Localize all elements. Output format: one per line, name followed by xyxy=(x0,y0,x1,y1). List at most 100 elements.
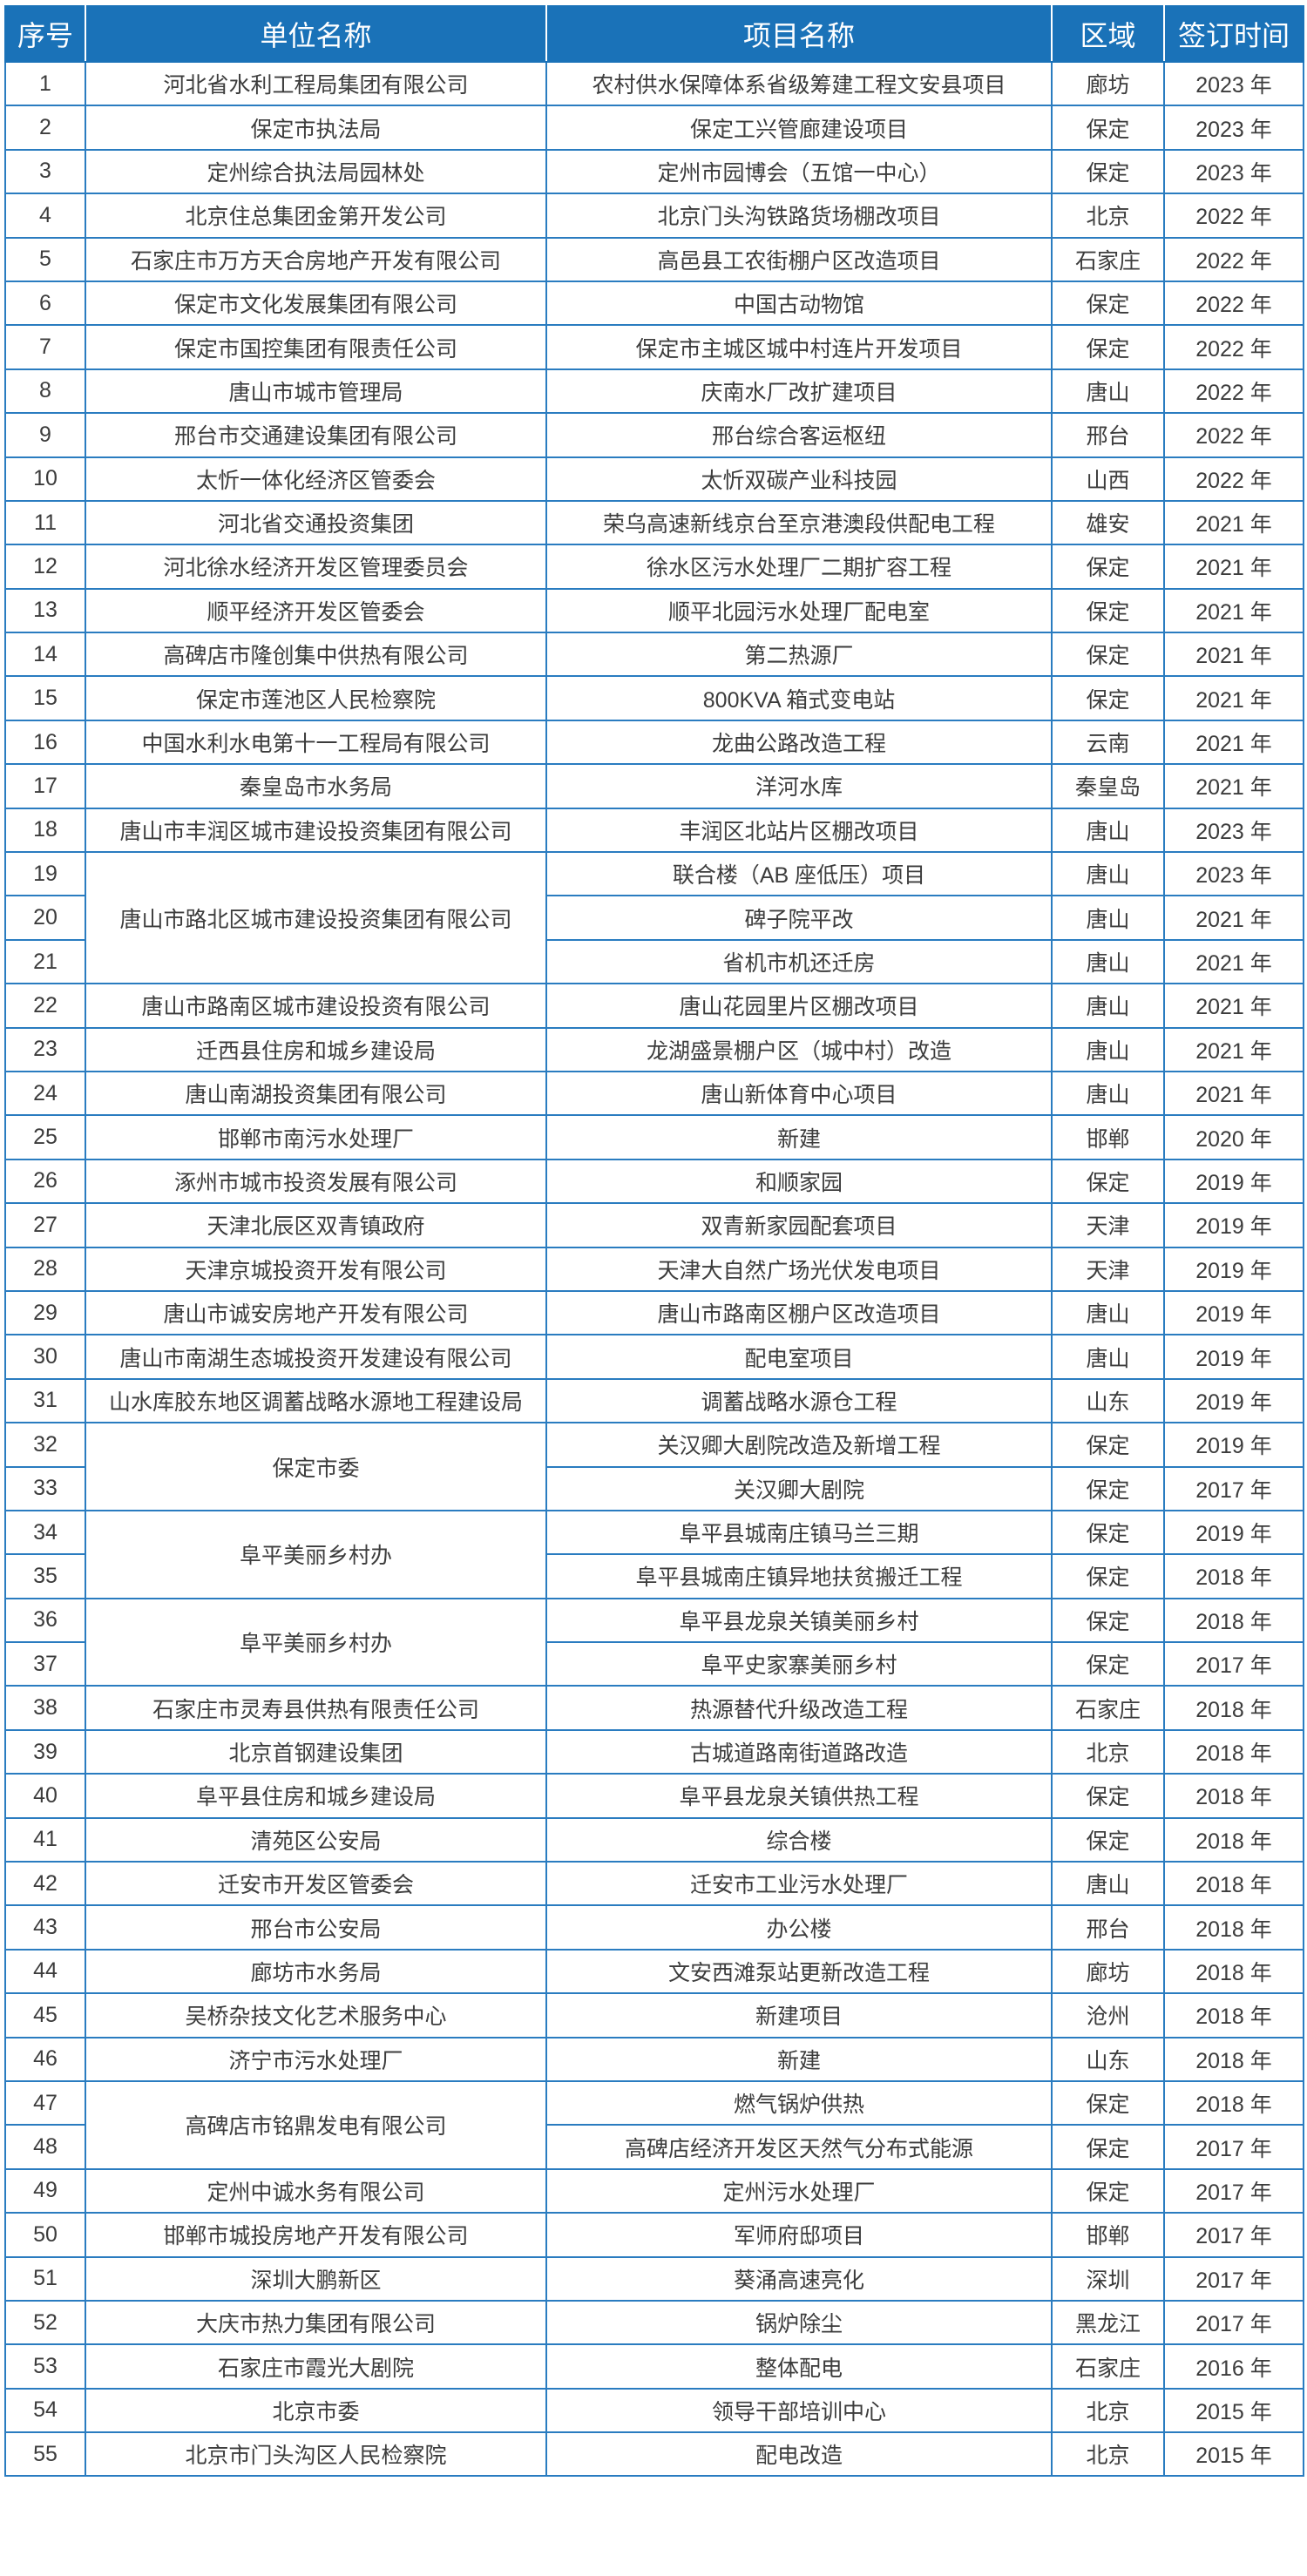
cell-project: 新建 xyxy=(545,1114,1053,1160)
cell-region: 保定 xyxy=(1051,105,1165,151)
cell-no: 16 xyxy=(4,719,86,766)
cell-project: 太忻双碳产业科技园 xyxy=(545,456,1053,502)
table-row: 32 保定市委 关汉卿大剧院改造及新增工程 保定 2019 年 xyxy=(4,1422,1304,1511)
table-row: 50 邯郸市城投房地产开发有限公司 军师府邸项目 邯郸 2017 年 xyxy=(4,2212,1304,2258)
cell-no: 22 xyxy=(4,983,86,1029)
cell-no: 42 xyxy=(4,1861,86,1907)
cell-region: 唐山 xyxy=(1051,1861,1165,1907)
table-row: 43 邢台市公安局 办公楼 邢台 2018 年 xyxy=(4,1904,1304,1951)
table-row: 24 唐山南湖投资集团有限公司 唐山新体育中心项目 唐山 2021 年 xyxy=(4,1070,1304,1117)
cell-year: 2017 年 xyxy=(1163,2255,1304,2302)
cell-region: 邢台 xyxy=(1051,412,1165,458)
table-row: 23 迁西县住房和城乡建设局 龙湖盛景棚户区（城中村）改造 唐山 2021 年 xyxy=(4,1026,1304,1072)
table-row: 16 中国水利水电第十一工程局有限公司 龙曲公路改造工程 云南 2021 年 xyxy=(4,719,1304,766)
cell-no: 21 xyxy=(4,938,86,985)
cell-no: 53 xyxy=(4,2343,86,2390)
table-row: 35 阜平县城南庄镇异地扶贫搬迁工程 保定 2018 年 xyxy=(4,1553,1304,1599)
cell-unit: 北京住总集团金第开发公司 xyxy=(85,193,547,239)
cell-project: 新建项目 xyxy=(545,1992,1053,2038)
cell-unit: 天津京城投资开发有限公司 xyxy=(85,1246,547,1292)
cell-unit: 太忻一体化经济区管委会 xyxy=(85,456,547,502)
cell-unit: 唐山市路南区城市建设投资有限公司 xyxy=(85,983,547,1029)
cell-year: 2018 年 xyxy=(1163,1948,1304,1995)
cell-project: 领导干部培训中心 xyxy=(545,2387,1053,2434)
cell-no: 10 xyxy=(4,456,86,502)
cell-region: 山东 xyxy=(1051,2036,1165,2082)
cell-year: 2021 年 xyxy=(1163,544,1304,590)
cell-no: 26 xyxy=(4,1158,86,1205)
cell-project: 军师府邸项目 xyxy=(545,2212,1053,2258)
cell-unit: 保定市委 xyxy=(85,1422,547,1511)
cell-no: 55 xyxy=(4,2431,86,2478)
cell-unit: 济宁市污水处理厂 xyxy=(85,2036,547,2082)
header-unit: 单位名称 xyxy=(85,5,547,63)
header-year: 签订时间 xyxy=(1163,5,1304,63)
cell-region: 保定 xyxy=(1051,1597,1165,1644)
cell-unit: 廊坊市水务局 xyxy=(85,1948,547,1995)
cell-year: 2019 年 xyxy=(1163,1509,1304,1556)
cell-unit: 河北省水利工程局集团有限公司 xyxy=(85,60,547,107)
cell-project: 800KVA 箱式变电站 xyxy=(545,675,1053,721)
cell-year: 2018 年 xyxy=(1163,1553,1304,1599)
cell-region: 保定 xyxy=(1051,587,1165,634)
table-row: 36 阜平美丽乡村办 阜平县龙泉关镇美丽乡村 保定 2018 年 xyxy=(4,1597,1304,1687)
cell-year: 2015 年 xyxy=(1163,2431,1304,2478)
cell-project: 龙湖盛景棚户区（城中村）改造 xyxy=(545,1026,1053,1072)
table-row: 27 天津北辰区双青镇政府 双青新家园配套项目 天津 2019 年 xyxy=(4,1202,1304,1248)
cell-year: 2023 年 xyxy=(1163,60,1304,107)
cell-unit: 邯郸市城投房地产开发有限公司 xyxy=(85,2212,547,2258)
cell-project: 综合楼 xyxy=(545,1816,1053,1863)
cell-project: 定州污水处理厂 xyxy=(545,2167,1053,2214)
table-row: 15 保定市莲池区人民检察院 800KVA 箱式变电站 保定 2021 年 xyxy=(4,675,1304,721)
cell-no: 44 xyxy=(4,1948,86,1995)
cell-no: 2 xyxy=(4,105,86,151)
table-row: 39 北京首钢建设集团 古城道路南街道路改造 北京 2018 年 xyxy=(4,1728,1304,1775)
cell-year: 2022 年 xyxy=(1163,324,1304,370)
table-row: 14 高碑店市隆创集中供热有限公司 第二热源厂 保定 2021 年 xyxy=(4,632,1304,678)
cell-project: 迁安市工业污水处理厂 xyxy=(545,1861,1053,1907)
cell-project: 保定工兴管廊建设项目 xyxy=(545,105,1053,151)
cell-no: 35 xyxy=(4,1553,86,1599)
cell-no: 20 xyxy=(4,895,86,941)
cell-year: 2018 年 xyxy=(1163,2079,1304,2126)
cell-year: 2023 年 xyxy=(1163,105,1304,151)
table-row: 18 唐山市丰润区城市建设投资集团有限公司 丰润区北站片区棚改项目 唐山 2023 年 xyxy=(4,807,1304,854)
table-body: 1 河北省水利工程局集团有限公司 农村供水保障体系省级筹建工程文安县项目 廊坊 2023… xyxy=(4,60,1304,2478)
table-row: 1 河北省水利工程局集团有限公司 农村供水保障体系省级筹建工程文安县项目 廊坊 2023… xyxy=(4,60,1304,107)
cell-project: 农村供水保障体系省级筹建工程文安县项目 xyxy=(545,60,1053,107)
cell-region: 保定 xyxy=(1051,544,1165,590)
cell-year: 2021 年 xyxy=(1163,587,1304,634)
table-row: 22 唐山市路南区城市建设投资有限公司 唐山花园里片区棚改项目 唐山 2021 年 xyxy=(4,983,1304,1029)
cell-project: 阜平县龙泉关镇美丽乡村 xyxy=(545,1597,1053,1644)
cell-region: 唐山 xyxy=(1051,807,1165,854)
cell-project: 第二热源厂 xyxy=(545,632,1053,678)
cell-unit: 石家庄市万方天合房地产开发有限公司 xyxy=(85,236,547,282)
cell-no: 54 xyxy=(4,2387,86,2434)
cell-project: 阜平县城南庄镇马兰三期 xyxy=(545,1509,1053,1556)
cell-region: 唐山 xyxy=(1051,368,1165,415)
cell-unit: 定州综合执法局园林处 xyxy=(85,148,547,195)
cell-year: 2021 年 xyxy=(1163,983,1304,1029)
cell-region: 保定 xyxy=(1051,2167,1165,2214)
project-table-container: 序号 单位名称 项目名称 区域 签订时间 1 河北省水利工程局集团有限公司 农村供水… xyxy=(4,5,1304,2478)
table-row: 4 北京住总集团金第开发公司 北京门头沟铁路货场棚改项目 北京 2022 年 xyxy=(4,193,1304,239)
cell-year: 2021 年 xyxy=(1163,632,1304,678)
cell-year: 2020 年 xyxy=(1163,1114,1304,1160)
cell-project: 关汉卿大剧院 xyxy=(545,1465,1053,1511)
cell-year: 2018 年 xyxy=(1163,1773,1304,1819)
cell-region: 黑龙江 xyxy=(1051,2299,1165,2346)
cell-region: 保定 xyxy=(1051,1158,1165,1205)
table-row: 12 河北徐水经济开发区管理委员会 徐水区污水处理厂二期扩容工程 保定 2021 年 xyxy=(4,544,1304,590)
cell-unit: 迁西县住房和城乡建设局 xyxy=(85,1026,547,1072)
cell-no: 17 xyxy=(4,763,86,809)
table-row: 55 北京市门头沟区人民检察院 配电改造 北京 2015 年 xyxy=(4,2431,1304,2478)
table-row: 45 吴桥杂技文化艺术服务中心 新建项目 沧州 2018 年 xyxy=(4,1992,1304,2038)
cell-region: 邯郸 xyxy=(1051,2212,1165,2258)
table-row: 9 邢台市交通建设集团有限公司 邢台综合客运枢纽 邢台 2022 年 xyxy=(4,412,1304,458)
cell-no: 34 xyxy=(4,1509,86,1556)
cell-region: 唐山 xyxy=(1051,938,1165,985)
table-row: 7 保定市国控集团有限责任公司 保定市主城区城中村连片开发项目 保定 2022 年 xyxy=(4,324,1304,370)
cell-unit: 北京市委 xyxy=(85,2387,547,2434)
cell-region: 保定 xyxy=(1051,1816,1165,1863)
cell-project: 北京门头沟铁路货场棚改项目 xyxy=(545,193,1053,239)
